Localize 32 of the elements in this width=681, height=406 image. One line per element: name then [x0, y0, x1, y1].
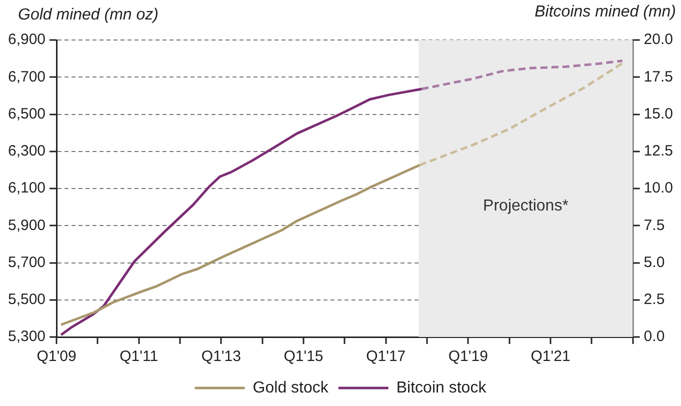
x-tick-label: Q1'15	[284, 348, 324, 366]
y2-tick-label: 2.5	[644, 291, 665, 308]
y-tick-label: 6,300	[8, 142, 46, 160]
band-label: Projections*	[483, 198, 568, 215]
x-tick-label: Q1'17	[366, 348, 406, 366]
line-series	[418, 61, 625, 166]
y2-tick-label: 20.0	[644, 31, 674, 48]
legend-label: Bitcoin stock	[396, 379, 488, 396]
y2-tick-label: 15.0	[644, 105, 674, 122]
y-tick-label: 6,500	[8, 105, 46, 122]
x-tick-label: Q1'09	[36, 348, 76, 366]
legend-label: Gold stock	[252, 379, 330, 396]
y2-tick-label: 12.5	[644, 142, 674, 160]
y-tick-label: 5,700	[8, 254, 46, 271]
y-tick-label: 5,900	[8, 216, 46, 234]
y-tick-label: 6,100	[8, 180, 46, 197]
y-tick-label: 5,300	[8, 328, 46, 346]
y2-tick-label: 5.0	[644, 254, 665, 271]
y2-tick-label: 0.0	[644, 328, 665, 346]
x-tick-label: Q1'13	[201, 348, 241, 366]
y-tick-label: 5,500	[8, 291, 46, 308]
y-axis-title: Gold mined (mn oz)	[18, 6, 158, 24]
y2-axis-title: Bitcoins mined (mn)	[534, 3, 676, 20]
line-series	[420, 60, 624, 90]
y2-tick-label: 17.5	[644, 68, 674, 86]
y-tick-label: 6,700	[8, 68, 46, 86]
y2-tick-label: 10.0	[644, 180, 674, 197]
y-tick-label: 6,900	[8, 31, 46, 48]
x-tick-label: Q1'19	[448, 348, 488, 366]
y2-tick-label: 7.5	[644, 216, 665, 234]
x-tick-label: Q1'11	[120, 348, 158, 366]
x-tick-label: Q1'21	[530, 348, 570, 366]
